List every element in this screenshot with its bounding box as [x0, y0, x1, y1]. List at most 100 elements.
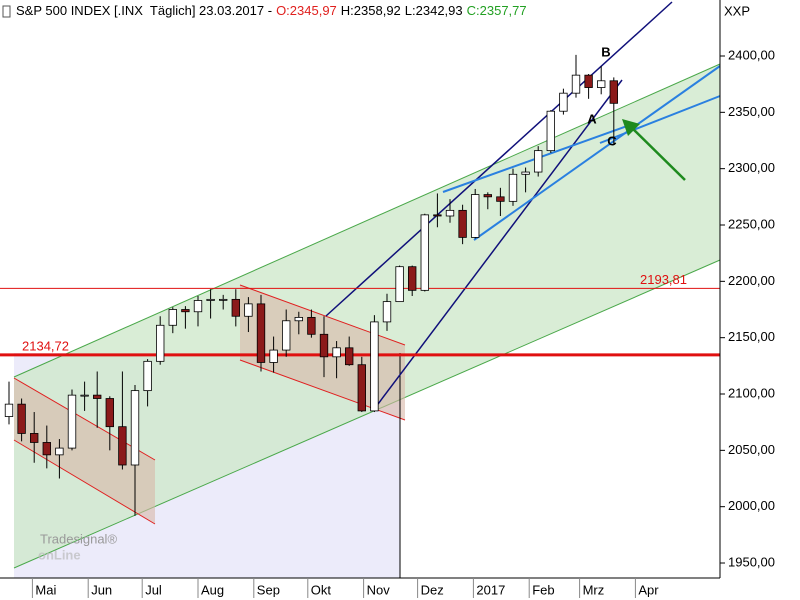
candle-body: [319, 333, 329, 358]
x-tick-label: Sep: [257, 582, 280, 597]
candle-body: [143, 360, 152, 392]
x-tick-label: Mai: [35, 582, 56, 597]
candle-body: [508, 173, 518, 202]
level-label: 2193,81: [640, 272, 687, 287]
trend-line: [374, 79, 623, 409]
ohlc-value: 2358,92: [354, 3, 401, 18]
y-tick-label: 2250,00: [728, 216, 775, 231]
flag-1-bottom: [13, 439, 156, 525]
x-tick-label: Dez: [421, 582, 444, 597]
x-tick-label: Jun: [91, 582, 112, 597]
candle-body: [445, 209, 455, 217]
arrow: [629, 125, 686, 181]
y-tick-label: 2000,00: [728, 498, 775, 513]
ohlc-value: 2357,77: [480, 3, 527, 18]
x-tick-label: Feb: [532, 582, 554, 597]
wedge-line: [599, 95, 721, 144]
symbol: XXP: [724, 3, 750, 18]
y-tick-label: 2200,00: [728, 273, 775, 288]
candle-body: [67, 394, 77, 449]
candle-body: [42, 442, 51, 456]
plot: 2193,81 2134,72 A B C: [0, 44, 720, 516]
trend-line: [325, 1, 673, 317]
y-tick-label: 2400,00: [728, 47, 775, 62]
channel-top: [13, 63, 721, 378]
wave-label: A: [587, 111, 597, 126]
candle-body: [282, 320, 291, 351]
ohlc-prefix: C:: [467, 3, 480, 18]
wave-label: B: [601, 44, 610, 59]
ohlc-prefix: O:: [276, 3, 290, 18]
flag-1: [14, 378, 155, 524]
candle-body: [546, 110, 555, 152]
candle-body: [408, 266, 417, 291]
candle-body: [4, 403, 14, 417]
header-icon: [2, 5, 11, 18]
candle-body: [609, 80, 618, 104]
candle-body: [231, 298, 240, 317]
candle-body: [269, 349, 278, 363]
candle-body: [357, 364, 366, 412]
candle-body: [559, 92, 568, 112]
candle-body: [118, 426, 127, 466]
x-tick-label: Jul: [145, 582, 162, 597]
x-tick-label: Okt: [311, 582, 332, 597]
x-tick-label: Mrz: [583, 582, 605, 597]
ohlc-prefix: H:: [341, 3, 354, 18]
candle-body: [345, 347, 354, 366]
candle-body: [206, 298, 215, 301]
y-tick-label: 2050,00: [728, 442, 775, 457]
arrow-head: [622, 119, 640, 136]
x-tick-label: Nov: [367, 582, 391, 597]
candle-body: [168, 309, 177, 326]
candle-body: [294, 316, 303, 322]
candle-body: [181, 309, 190, 313]
ohlc-value: 2342,93: [416, 3, 463, 18]
y-tick-label: 2350,00: [728, 104, 775, 119]
wave-label: C: [607, 133, 617, 148]
header-title: S&P 500 INDEX [.INX Täglich] 23.03.2017 …: [16, 3, 272, 18]
ohlc-prefix: L:: [405, 3, 416, 18]
x-tick-label: Apr: [638, 582, 659, 597]
candle-body: [256, 303, 266, 363]
y-tick-label: 1950,00: [728, 554, 775, 569]
candle-body: [382, 301, 392, 323]
candle-body: [521, 171, 530, 175]
candle-body: [93, 394, 102, 399]
candle-body: [244, 303, 253, 317]
watermark-small: Tradesignal®: [40, 531, 117, 546]
candle-body: [17, 403, 26, 434]
candle-body: [571, 74, 581, 94]
candle-body: [80, 394, 89, 397]
candle-body: [55, 447, 64, 456]
watermark: onLine: [38, 547, 81, 562]
candle-body: [332, 347, 341, 358]
candle-body: [156, 324, 165, 362]
candle-body: [193, 300, 203, 313]
candle-body: [307, 316, 316, 335]
level-label: 2134,72: [22, 338, 69, 353]
x-tick-label: Aug: [201, 582, 224, 597]
candle-body: [105, 398, 114, 428]
candle-body: [584, 74, 593, 88]
candle-body: [130, 390, 140, 466]
candle-body: [496, 196, 505, 202]
ohlc-value: 2345,97: [290, 3, 337, 18]
candle-body: [395, 266, 404, 303]
channel-bottom: [13, 259, 721, 569]
candle-body: [219, 298, 228, 301]
y-tick-label: 2300,00: [728, 160, 775, 175]
y-tick-label: 2100,00: [728, 385, 775, 400]
candle-body: [483, 194, 492, 198]
candle-body: [30, 433, 39, 443]
candle-body: [597, 80, 606, 88]
candle-body: [534, 150, 543, 173]
candle-body: [420, 214, 429, 291]
candle-body: [471, 194, 480, 238]
header: S&P 500 INDEX [.INX Täglich] 23.03.2017 …: [16, 3, 527, 18]
wedge-line: [473, 65, 721, 241]
y-tick-label: 2150,00: [728, 329, 775, 344]
candle-body: [370, 321, 379, 412]
candle-body: [433, 214, 442, 217]
